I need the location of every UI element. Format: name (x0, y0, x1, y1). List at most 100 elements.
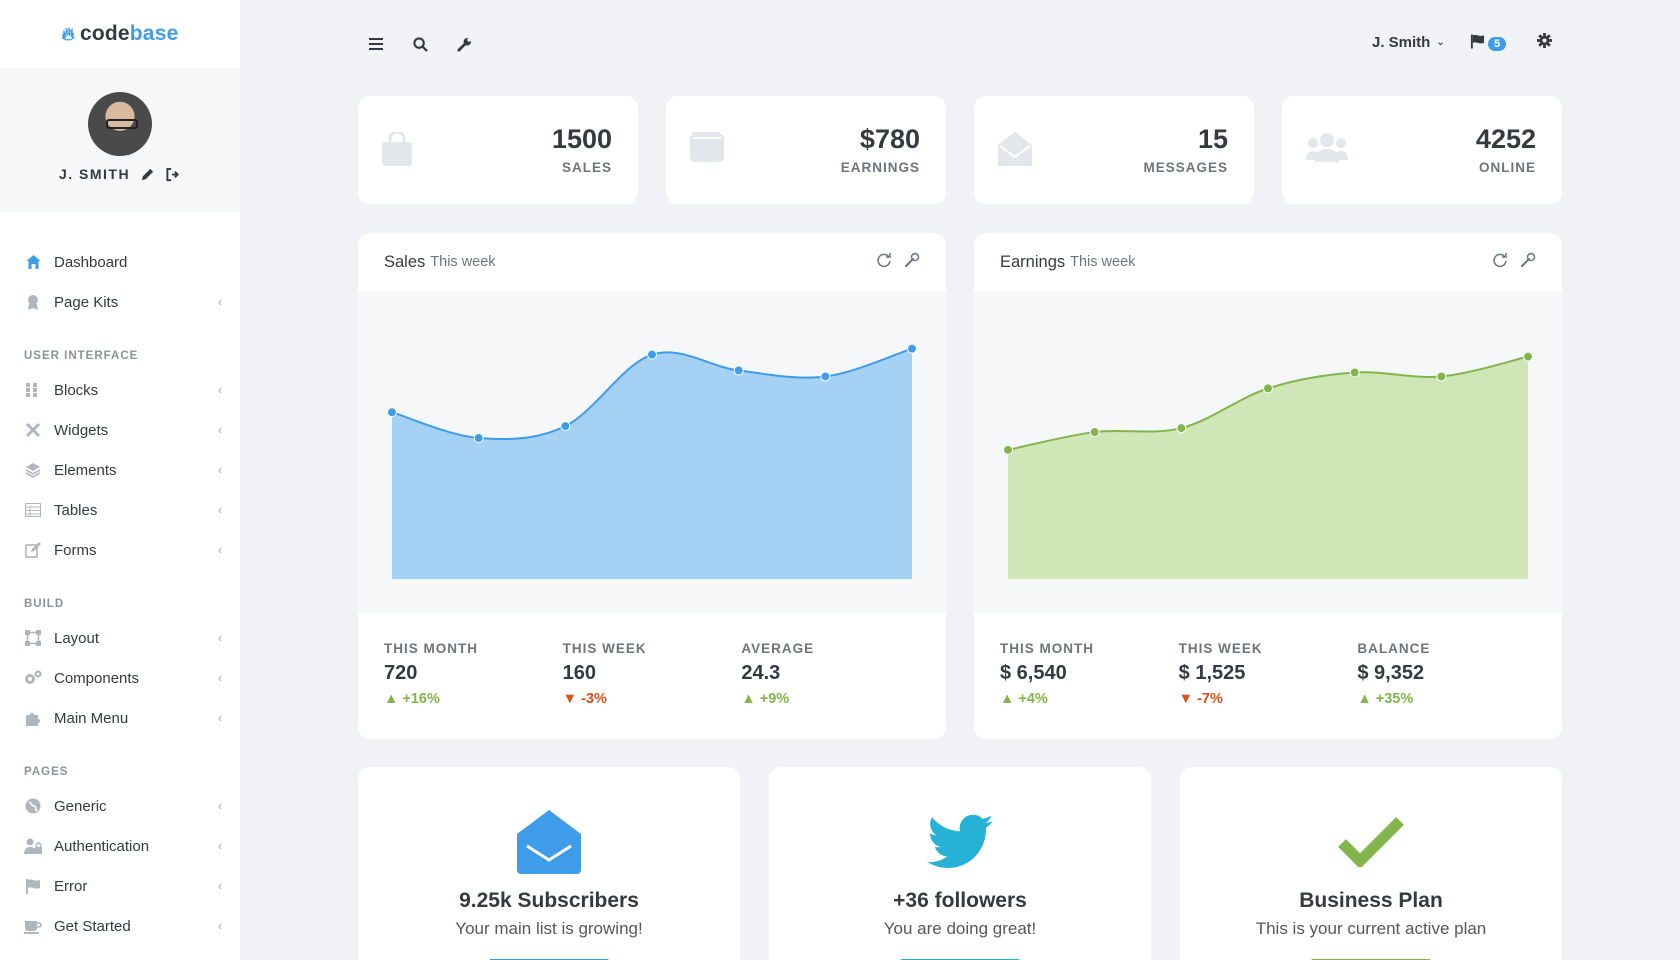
chevron-left-icon: ‹ (218, 671, 222, 685)
brand-logo[interactable]: 🔥︎ code base (0, 0, 240, 68)
earnings-chart-svg (1003, 351, 1533, 579)
chart-point[interactable] (560, 421, 571, 432)
chart-point[interactable] (1436, 371, 1447, 382)
chevron-left-icon: ‹ (218, 839, 222, 853)
check-icon (1180, 807, 1562, 877)
vector-square-icon (24, 629, 42, 647)
nav-heading-user-interface: USER INTERFACE (24, 350, 139, 362)
sidebar-item-widgets[interactable]: Widgets ‹ (0, 410, 240, 450)
sidebar-item-forms[interactable]: Forms ‹ (0, 530, 240, 570)
sidebar-item-components[interactable]: Components ‹ (0, 658, 240, 698)
puzzle-icon (24, 709, 42, 727)
avatar[interactable] (88, 92, 152, 156)
sidebar-item-label: Widgets (54, 421, 109, 439)
search-icon[interactable] (408, 32, 432, 56)
stat-label: THIS MONTH (384, 641, 478, 656)
stat-label: THIS WEEK (562, 641, 647, 656)
stat-this-month: THIS MONTH $ 6,540 ▲ +4% (1000, 641, 1179, 707)
sidebar-item-label: Error (54, 877, 88, 895)
chart-point[interactable] (907, 343, 917, 354)
caret-up-icon: ▲ (1357, 691, 1372, 707)
chart-point[interactable] (733, 365, 744, 376)
sidebar-item-label: Tables (54, 501, 98, 519)
badge-icon (24, 293, 42, 311)
stat-value: $780 (859, 124, 920, 154)
header: J. Smith ⌄ 5 (240, 0, 1680, 88)
pencil-icon[interactable] (140, 167, 155, 182)
chart-point[interactable] (1349, 367, 1360, 378)
stat-tile-online[interactable]: 4252 ONLINE (1282, 96, 1562, 204)
profile-name[interactable]: J. SMITH (58, 166, 131, 182)
sales-chart-card: Sales This week THIS MONTH 720 ▲ +16% TH… (358, 233, 946, 739)
chart-area-fill (1008, 356, 1528, 579)
coffee-icon (24, 917, 42, 935)
card-subtitle: You are doing great! (883, 919, 1037, 938)
sidebar-item-tables[interactable]: Tables ‹ (0, 490, 240, 530)
wrench-icon[interactable] (904, 252, 920, 273)
sidebar-item-get-started[interactable]: Get Started ‹ (0, 906, 240, 946)
sidebar-item-layout[interactable]: Layout ‹ (0, 618, 240, 658)
card-subtitle: Your main list is growing! (455, 919, 643, 938)
notifications-button[interactable]: 5 (1470, 33, 1507, 54)
user-menu[interactable]: J. Smith ⌄ (1372, 34, 1445, 51)
sidebar-item-label: Forms (54, 541, 97, 559)
chart-point[interactable] (473, 433, 484, 444)
subscribers-card[interactable]: 9.25k Subscribers Your main list is grow… (358, 767, 740, 960)
chart-point[interactable] (1523, 351, 1533, 362)
wrench-icon[interactable] (1520, 252, 1536, 273)
stat-value: 1500 (551, 124, 612, 154)
wrench-icon[interactable] (452, 32, 476, 56)
sidebar-nav: Dashboard Page Kits ‹ USER INTERFACE Blo… (0, 212, 240, 946)
sidebar-item-page-kits[interactable]: Page Kits ‹ (0, 282, 240, 322)
sidebar-item-label: Get Started (54, 917, 131, 935)
sidebar-item-blocks[interactable]: Blocks ‹ (0, 370, 240, 410)
stat-tile-earnings[interactable]: $780 EARNINGS (666, 96, 946, 204)
sidebar-item-elements[interactable]: Elements ‹ (0, 450, 240, 490)
sidebar-item-error[interactable]: Error ‹ (0, 866, 240, 906)
fire-icon: 🔥︎ (61, 23, 75, 44)
chart-point[interactable] (387, 407, 397, 418)
followers-card[interactable]: +36 followers You are doing great! (769, 767, 1151, 960)
users-icon (1306, 132, 1348, 167)
chevron-left-icon: ‹ (218, 711, 222, 725)
sidebar-item-main-menu[interactable]: Main Menu ‹ (0, 698, 240, 738)
stat-value: $ 1,525 (1178, 662, 1246, 684)
notification-count-badge: 5 (1488, 36, 1507, 51)
stat-this-week: THIS WEEK 160 ▼ -3% (563, 641, 742, 707)
chart-point[interactable] (647, 349, 657, 360)
user-menu-name: J. Smith (1372, 34, 1431, 51)
chart-point[interactable] (820, 371, 831, 382)
chart-point[interactable] (1176, 423, 1187, 434)
sidebar-item-generic[interactable]: Generic ‹ (0, 786, 240, 826)
chart-point[interactable] (1003, 444, 1013, 455)
refresh-icon[interactable] (1492, 252, 1508, 273)
sidebar-item-dashboard[interactable]: Dashboard (0, 242, 240, 282)
settings-button[interactable] (1537, 33, 1552, 53)
globe-icon (24, 797, 42, 815)
refresh-icon[interactable] (876, 252, 892, 273)
caret-up-icon: ▲ (1000, 691, 1015, 707)
stat-tile-sales[interactable]: 1500 SALES (358, 96, 638, 204)
stat-label: SALES (561, 160, 612, 175)
chart-point[interactable] (1263, 383, 1273, 394)
menu-icon[interactable] (364, 32, 388, 56)
stat-label: AVERAGE (741, 641, 815, 656)
sidebar-item-label: Blocks (54, 381, 99, 399)
card-subtitle: This is your current active plan (1255, 919, 1487, 938)
stat-delta: +16% (402, 691, 440, 707)
stat-label: ONLINE (1478, 160, 1536, 175)
tools-icon (24, 421, 42, 439)
sidebar-item-authentication[interactable]: Authentication ‹ (0, 826, 240, 866)
sidebar: 🔥︎ code base J. SMITH Dashboard Page Kits… (0, 0, 240, 960)
business-plan-card[interactable]: Business Plan This is your current activ… (1180, 767, 1562, 960)
grid-icon (24, 381, 42, 399)
sidebar-item-label: Main Menu (54, 709, 129, 727)
sign-out-icon[interactable] (165, 167, 181, 182)
chevron-left-icon: ‹ (218, 879, 222, 893)
chart-point[interactable] (1089, 427, 1100, 438)
stat-label: THIS WEEK (1178, 641, 1263, 656)
sidebar-item-label: Dashboard (54, 253, 128, 271)
card-title: 9.25k Subscribers (459, 889, 639, 912)
stat-tile-messages[interactable]: 15 MESSAGES (974, 96, 1254, 204)
flag-icon (24, 877, 42, 895)
